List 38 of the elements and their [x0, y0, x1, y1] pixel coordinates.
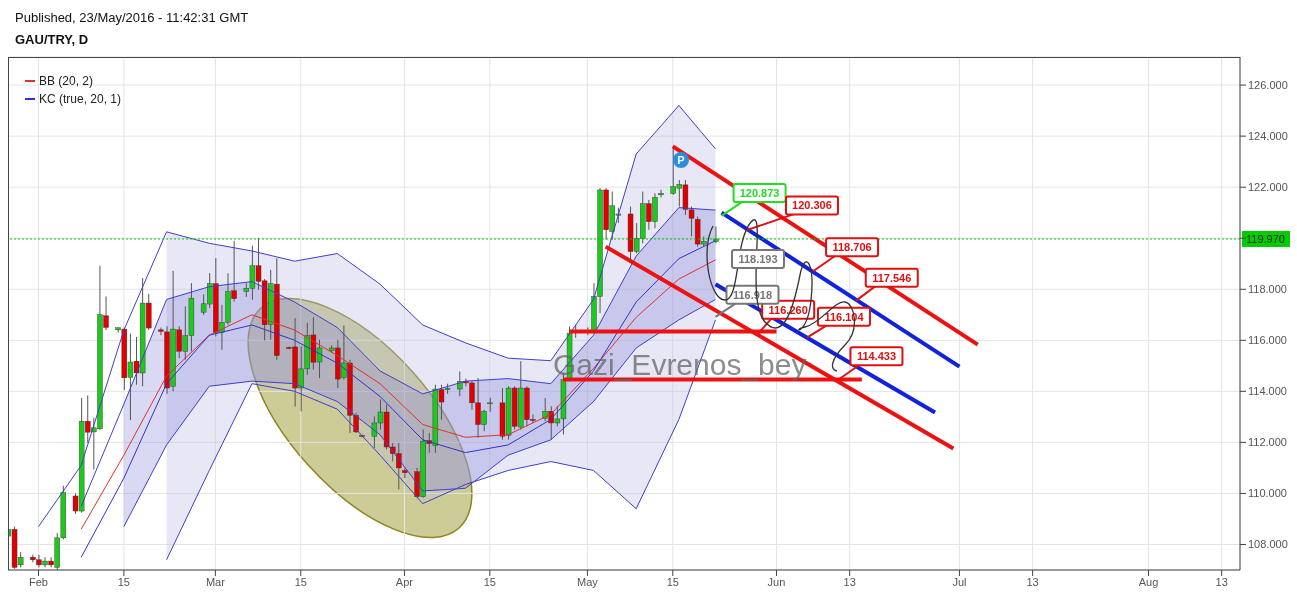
x-tick-label: Apr	[395, 575, 414, 588]
x-tick-label: 15	[117, 575, 131, 588]
x-tick-label: 15	[294, 575, 307, 588]
legend-label: KC (true, 20, 1)	[39, 91, 122, 108]
y-tick-label: 118.000	[1248, 283, 1287, 296]
y-tick-label: 112.000	[1248, 436, 1287, 449]
y-tick-label: 122.000	[1248, 181, 1288, 194]
text: Published, 23/May/2016 - 11:42:31 GMT	[15, 10, 249, 25]
y-tick-label: 108.000	[1248, 538, 1288, 551]
annotation: 114.433	[856, 350, 897, 363]
x-tick-label: Jul	[952, 575, 967, 588]
x-tick-label: Mar	[205, 575, 226, 588]
y-tick-label: 114.000	[1248, 385, 1287, 398]
x-tick-label: 15	[483, 575, 496, 588]
x-tick-label: 13	[843, 575, 856, 588]
annotation: 117.546	[872, 271, 912, 284]
annotation: 120.306	[792, 199, 832, 212]
x-tick-label: May	[577, 575, 599, 588]
chart-title: GAU/TRY, D	[15, 32, 89, 47]
ref-line-label: 119.970	[1246, 232, 1285, 245]
x-tick-label: Aug	[1138, 575, 1159, 588]
x-tick-label: 15	[666, 575, 679, 588]
annotation: 118.193	[738, 253, 778, 265]
annotation: 116.104	[824, 310, 865, 323]
annotation: 120.873	[739, 186, 780, 199]
x-tick-label: 13	[1215, 575, 1228, 588]
x-tick-label: Feb	[29, 575, 48, 588]
y-tick-label: 124.000	[1248, 130, 1288, 143]
x-tick-label: Jun	[767, 575, 786, 588]
y-tick-label: 110.000	[1248, 487, 1287, 500]
annotation: 118.706	[832, 241, 872, 254]
candlestick	[658, 189, 664, 198]
x-tick-label: 13	[1026, 575, 1039, 588]
y-tick-label: 126.000	[1248, 78, 1288, 91]
candlestick	[402, 467, 408, 479]
annotation: P	[677, 154, 685, 166]
y-tick-label: 116.000	[1248, 334, 1287, 347]
legend-label: BB (20, 2)	[39, 73, 94, 90]
